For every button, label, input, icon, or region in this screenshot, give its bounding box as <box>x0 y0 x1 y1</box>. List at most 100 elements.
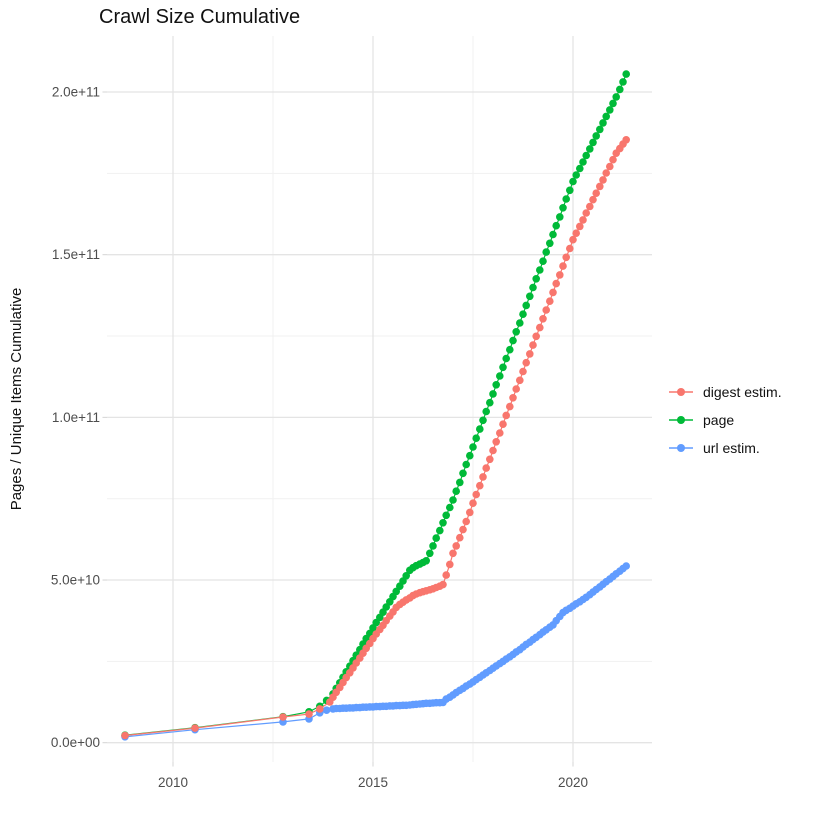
data-point-page <box>622 70 630 78</box>
data-point-page <box>619 78 627 86</box>
data-point-page <box>609 99 617 108</box>
legend-label-page: page <box>703 412 735 428</box>
data-point-digest-estim <box>599 176 607 184</box>
data-point-digest-estim <box>622 136 630 144</box>
series-line-digest-estim <box>124 139 627 737</box>
series-page <box>121 70 630 739</box>
legend-item-page: page <box>668 406 782 434</box>
data-point-digest-estim <box>589 195 597 204</box>
data-point-digest-estim <box>559 262 567 270</box>
data-point-page <box>589 138 597 147</box>
data-point-page <box>519 310 527 319</box>
data-point-digest-estim <box>482 464 491 472</box>
data-point-page <box>472 434 481 443</box>
data-point-page <box>546 239 554 248</box>
x-tick-label: 2020 <box>558 775 588 790</box>
data-point-page <box>512 328 520 336</box>
data-point-page <box>422 557 431 565</box>
data-point-page <box>452 487 461 496</box>
data-point-digest-estim <box>579 216 587 224</box>
data-point-digest-estim <box>472 490 481 499</box>
series-digest-estim <box>121 136 630 740</box>
data-point-page <box>492 381 501 389</box>
legend-item-digest-estim: digest estim. <box>668 378 782 406</box>
data-point-digest-estim <box>522 358 530 367</box>
data-point-digest-estim <box>536 323 544 332</box>
data-point-digest-estim <box>549 288 557 297</box>
data-point-page <box>616 85 624 94</box>
x-tick-label: 2015 <box>358 775 388 790</box>
x-tick-label: 2010 <box>158 775 188 790</box>
data-point-page <box>496 372 504 380</box>
data-point-digest-estim <box>509 394 517 402</box>
data-point-digest-estim <box>191 724 199 732</box>
data-point-page <box>559 204 567 212</box>
data-point-page <box>606 106 614 114</box>
data-point-page <box>442 511 451 520</box>
y-tick-label: 1.5e+11 <box>52 247 100 262</box>
chart-title: Crawl Size Cumulative <box>99 6 301 28</box>
data-point-page <box>436 526 444 535</box>
legend-key-page <box>669 416 693 424</box>
legend-item-url-estim: url estim. <box>668 434 782 462</box>
data-point-digest-estim <box>506 402 514 411</box>
data-point-digest-estim <box>609 155 617 164</box>
data-point-page <box>506 345 514 354</box>
data-point-digest-estim <box>456 533 464 542</box>
data-point-page <box>572 171 580 179</box>
data-point-page <box>509 336 517 345</box>
data-point-digest-estim <box>516 376 524 385</box>
data-point-page <box>576 164 584 173</box>
data-point-page <box>482 407 491 416</box>
data-point-digest-estim <box>492 438 501 446</box>
data-point-digest-estim <box>469 499 477 508</box>
data-point-digest-estim <box>542 306 550 314</box>
data-point-digest-estim <box>576 222 584 231</box>
data-point-page <box>579 158 587 166</box>
data-point-digest-estim <box>569 235 577 244</box>
data-point-page <box>459 469 467 478</box>
data-point-digest-estim <box>502 411 511 420</box>
data-point-page <box>569 177 577 186</box>
data-point-page <box>489 390 497 398</box>
data-point-digest-estim <box>572 229 580 237</box>
data-point-digest-estim <box>592 189 600 197</box>
data-point-page <box>499 363 507 372</box>
data-point-page <box>456 478 464 487</box>
data-point-digest-estim <box>439 580 447 589</box>
data-point-page <box>479 416 487 425</box>
data-point-digest-estim <box>486 455 494 464</box>
data-point-page <box>549 230 557 239</box>
data-point-digest-estim <box>556 271 564 279</box>
data-point-page <box>449 496 457 504</box>
y-tick-label: 0.0e+00 <box>51 735 100 750</box>
data-point-digest-estim <box>479 473 487 481</box>
data-point-page <box>432 534 441 542</box>
data-point-digest-estim <box>546 297 554 306</box>
legend: digest estim. page url estim. <box>668 378 782 462</box>
data-point-page <box>462 460 471 469</box>
data-point-page <box>502 354 511 363</box>
data-point-page <box>552 221 560 230</box>
data-point-page <box>599 119 607 127</box>
data-point-digest-estim <box>552 279 560 288</box>
data-point-page <box>596 125 604 134</box>
y-tick-label: 2.0e+11 <box>52 85 100 100</box>
data-point-page <box>592 132 600 140</box>
data-point-page <box>439 519 447 527</box>
data-point-page <box>532 275 540 283</box>
data-point-digest-estim <box>586 202 594 211</box>
legend-key-url-estim <box>669 444 693 452</box>
data-point-digest-estim <box>582 209 590 217</box>
data-point-page <box>429 542 437 550</box>
data-point-page <box>522 301 530 310</box>
data-point-digest-estim <box>529 341 537 349</box>
y-tick-label: 5.0e+10 <box>51 573 100 588</box>
data-point-page <box>516 319 524 327</box>
data-point-digest-estim <box>496 429 504 437</box>
data-point-digest-estim <box>526 350 534 358</box>
data-point-digest-estim <box>466 508 474 517</box>
data-point-digest-estim <box>462 517 471 526</box>
data-point-digest-estim <box>519 367 527 376</box>
y-tick-label: 1.0e+11 <box>52 410 100 425</box>
